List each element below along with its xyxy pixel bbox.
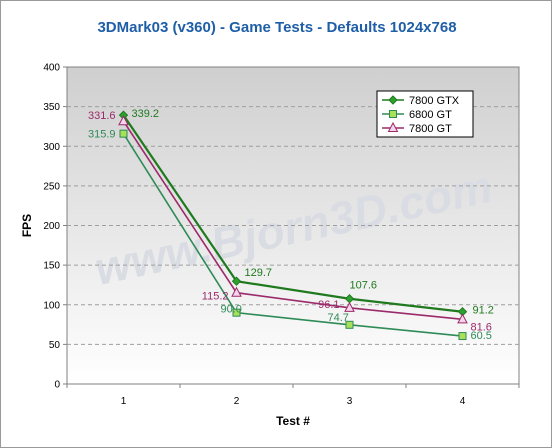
series-group: [118, 110, 468, 341]
data-label-7800-gt: 81.6: [471, 321, 492, 333]
x-tick-label: 3: [347, 396, 353, 407]
legend-marker: [388, 95, 398, 105]
x-tick-label: 1: [121, 396, 127, 407]
data-label-7800-gtx: 339.2: [132, 108, 160, 120]
y-tick-label: 250: [43, 181, 60, 192]
data-label-6800-gt: 60.5: [471, 330, 492, 342]
y-tick-label: 50: [49, 340, 61, 351]
x-axis-title: Test #: [276, 414, 310, 428]
data-point-7800-gtx: [231, 276, 242, 286]
data-label-7800-gtx: 91.2: [473, 305, 494, 317]
data-label-7800-gtx: 129.7: [245, 267, 273, 279]
data-point-6800-gt: [232, 308, 241, 317]
data-point-7800-gt: [457, 313, 468, 324]
x-tick-label: 2: [234, 396, 240, 407]
y-tick-label: 200: [43, 221, 60, 232]
y-tick-label: 150: [43, 261, 60, 272]
legend: 7800 GTX 6800 GT 7800 GT: [376, 90, 474, 138]
x-axis-ticks: 1 2 3 4: [66, 384, 520, 407]
data-label-6800-gt: 315.9: [88, 129, 116, 141]
data-label-7800-gt: 96.1: [318, 299, 339, 311]
data-label-7800-gtx: 107.6: [350, 280, 378, 292]
series-line-7800-gtx: [122, 114, 463, 313]
legend-marker: [387, 121, 399, 132]
x-tick-label: 4: [460, 396, 466, 407]
gridlines: [67, 106, 519, 345]
series-line-6800-gt: [122, 133, 463, 337]
y-axis-title: FPS: [20, 214, 34, 237]
data-point-6800-gt: [458, 332, 467, 341]
y-axis-ticks: 0 50 100 150 200 250 300 350 400: [43, 63, 67, 391]
series-line-7800-gt: [122, 120, 463, 321]
data-point-6800-gt: [345, 320, 354, 329]
data-labels: 339.2 129.7 107.6 91.2 315.9 90.0 74.7 60.5 331.…: [88, 108, 494, 342]
legend-marker: [389, 110, 397, 118]
chart-title: 3DMark03 (v360) - Game Tests - Defaults …: [97, 19, 456, 36]
y-tick-label: 100: [43, 300, 60, 311]
data-label-7800-gt: 331.6: [88, 110, 116, 122]
legend-label: 7800 GTX: [409, 95, 460, 107]
data-label-6800-gt: 74.7: [328, 312, 349, 324]
y-tick-label: 0: [54, 380, 60, 391]
legend-label: 6800 GT: [409, 109, 452, 121]
data-point-7800-gt: [344, 301, 355, 312]
y-tick-label: 350: [43, 102, 60, 113]
legend-label: 7800 GT: [409, 123, 452, 135]
y-tick-label: 400: [43, 63, 60, 74]
data-point-6800-gt: [119, 129, 128, 138]
y-tick-label: 300: [43, 142, 60, 153]
data-label-6800-gt: 90.0: [221, 304, 242, 316]
data-label-7800-gt: 115.2: [202, 291, 229, 303]
data-point-7800-gt: [231, 286, 242, 297]
data-point-7800-gt: [118, 115, 129, 126]
